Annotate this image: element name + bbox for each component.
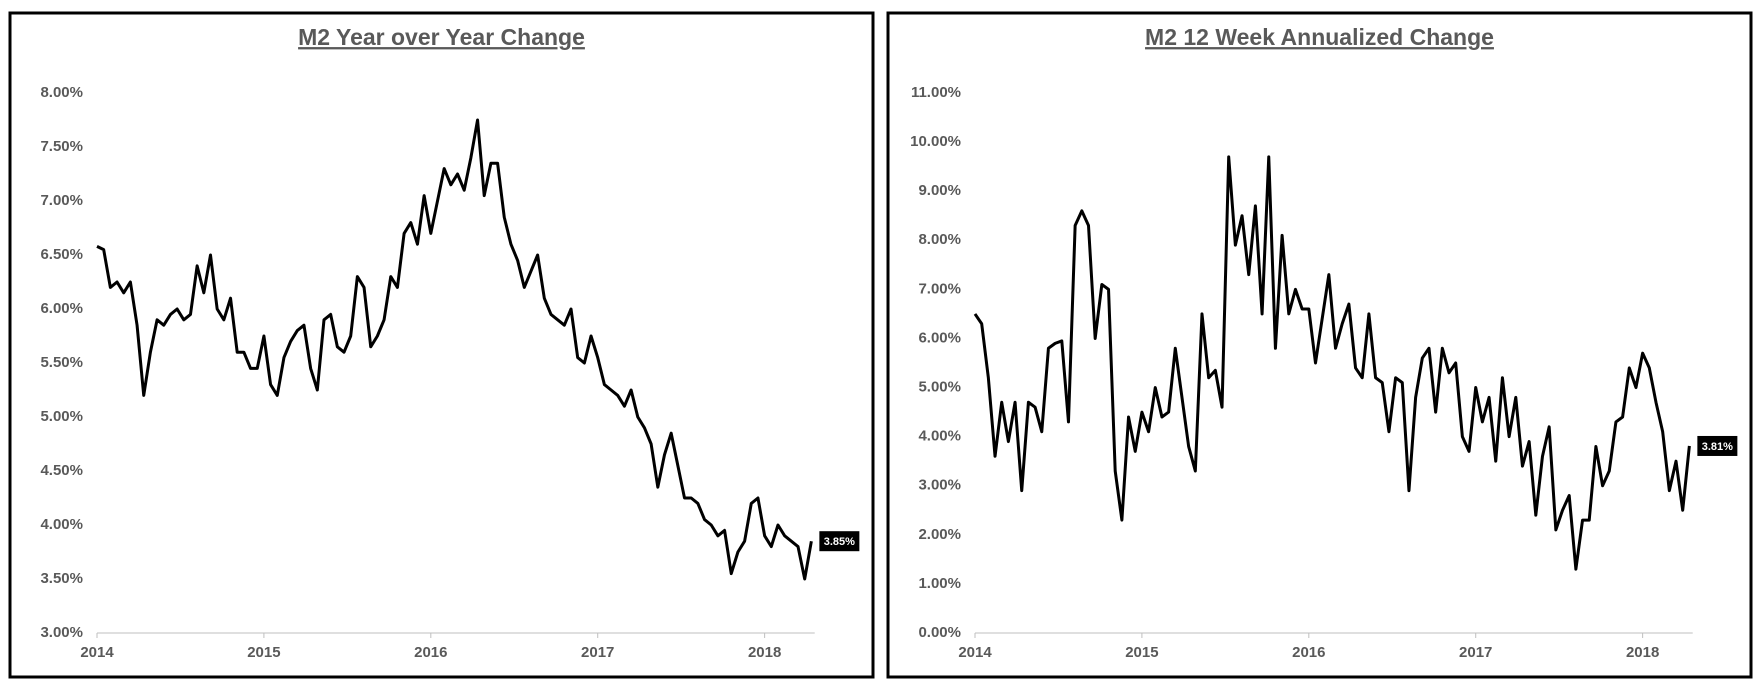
chart-title: M2 Year over Year Change — [298, 24, 585, 50]
panel-border — [8, 11, 875, 679]
y-tick-label: 8.00% — [918, 231, 961, 248]
panel-border — [886, 11, 1753, 679]
y-tick-label: 4.00% — [918, 428, 961, 445]
y-tick-label: 5.00% — [40, 408, 83, 425]
y-tick-label: 1.00% — [918, 575, 961, 592]
x-tick-label: 2014 — [80, 644, 114, 661]
x-tick-label: 2014 — [958, 644, 992, 661]
y-tick-label: 3.50% — [40, 570, 83, 587]
y-tick-label: 8.00% — [40, 84, 83, 101]
x-tick-label: 2015 — [1125, 644, 1158, 661]
y-tick-label: 11.00% — [911, 84, 961, 101]
x-tick-label: 2016 — [414, 644, 447, 661]
x-tick-label: 2018 — [1626, 644, 1659, 661]
chart-title: M2 12 Week Annualized Change — [1145, 24, 1494, 50]
y-tick-label: 5.00% — [918, 379, 961, 396]
y-tick-label: 7.00% — [40, 192, 83, 209]
end-label: 3.85% — [824, 536, 855, 548]
x-tick-label: 2015 — [247, 644, 280, 661]
y-tick-label: 7.50% — [40, 138, 83, 155]
y-tick-label: 0.00% — [918, 624, 961, 641]
y-tick-label: 5.50% — [40, 354, 83, 371]
x-tick-label: 2017 — [581, 644, 614, 661]
y-tick-label: 6.50% — [40, 246, 83, 263]
y-tick-label: 3.00% — [40, 624, 83, 641]
x-tick-label: 2016 — [1292, 644, 1325, 661]
end-label-box — [819, 531, 860, 552]
y-tick-label: 4.00% — [40, 516, 83, 533]
y-tick-label: 6.00% — [40, 300, 83, 317]
data-line — [973, 155, 1691, 571]
end-label: 3.81% — [1702, 441, 1733, 453]
y-tick-label: 3.00% — [918, 477, 961, 494]
y-tick-label: 7.00% — [918, 280, 961, 297]
y-tick-label: 6.00% — [918, 329, 961, 346]
y-tick-label: 4.50% — [40, 462, 83, 479]
x-tick-label: 2017 — [1459, 644, 1492, 661]
y-tick-label: 9.00% — [918, 182, 961, 199]
end-label-box — [1697, 435, 1738, 456]
x-tick-label: 2018 — [748, 644, 781, 661]
y-tick-label: 2.00% — [918, 526, 961, 543]
data-line — [96, 118, 813, 581]
y-tick-label: 10.00% — [910, 133, 961, 150]
